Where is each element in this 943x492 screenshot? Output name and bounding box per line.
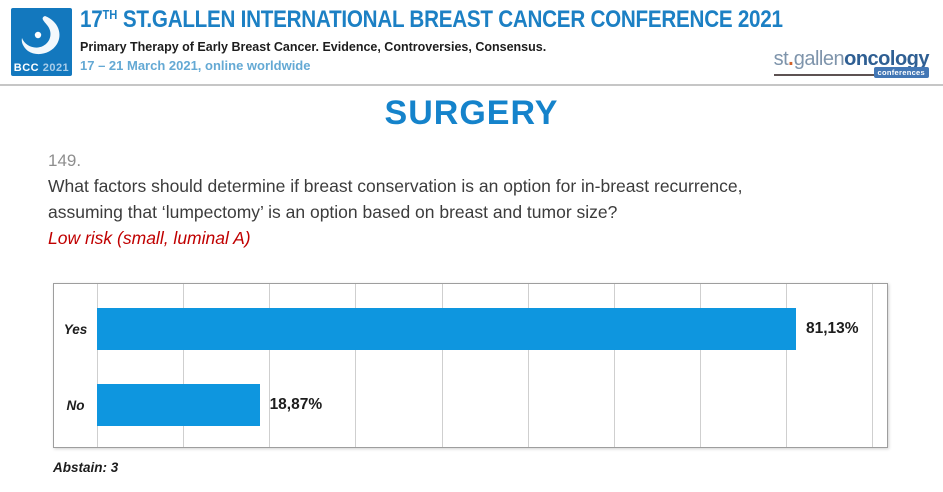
gridline <box>786 284 788 447</box>
conference-title-ordinal: TH <box>102 7 118 22</box>
conference-dates: 17 – 21 March 2021, online worldwide <box>80 58 311 73</box>
gridline <box>355 284 357 447</box>
chart-grid-layer <box>97 284 881 447</box>
org-logo-st: st <box>773 48 789 70</box>
bar-track: 18,87% <box>97 384 881 426</box>
chart-row: No 18,87% <box>54 384 881 426</box>
gridline <box>183 284 185 447</box>
gridline <box>527 284 529 447</box>
bcc-logo-text: BCC 2021 <box>11 62 72 74</box>
bar <box>97 384 260 426</box>
question-number: 149. <box>48 151 82 170</box>
value-label: 18,87% <box>269 396 323 413</box>
gridline <box>872 284 874 447</box>
value-label: 81,13% <box>805 320 859 337</box>
conference-subtitle: Primary Therapy of Early Breast Cancer. … <box>80 40 547 54</box>
org-logo-gallen: gallen <box>793 48 845 70</box>
chart-row: Yes 81,13% <box>54 308 881 350</box>
bcc-label: BCC <box>13 62 40 74</box>
swan-drop-icon <box>21 16 60 55</box>
header-divider <box>0 84 943 86</box>
gridline <box>97 284 98 447</box>
org-logo-oncology: oncology <box>844 48 929 70</box>
stgallen-oncology-logo: st.gallenoncology conferences <box>773 48 929 78</box>
abstain-note: Abstain: 3 <box>53 460 119 475</box>
section-title: SURGERY <box>384 94 559 132</box>
gridline <box>613 284 615 447</box>
conference-title-number: 17 <box>80 6 103 33</box>
category-label: No <box>66 397 85 413</box>
question-qualifier: Low risk (small, luminal A) <box>48 228 251 248</box>
question-text: What factors should determine if breast … <box>48 176 743 222</box>
gridline <box>269 284 271 447</box>
bcc-2021-logo: BCC 2021 <box>11 8 72 76</box>
conference-title: 17TH ST.GALLEN INTERNATIONAL BREAST CANC… <box>80 6 783 34</box>
bcc-year: 2021 <box>42 62 70 74</box>
question-block: 149. What factors should determine if br… <box>48 149 808 251</box>
conference-title-text: ST.GALLEN INTERNATIONAL BREAST CANCER CO… <box>117 6 783 33</box>
gridline <box>441 284 443 447</box>
poll-results-chart: Yes 81,13% No 18,87% <box>53 283 888 448</box>
category-label: Yes <box>63 321 88 337</box>
gridline <box>700 284 702 447</box>
bar <box>97 308 796 350</box>
org-logo-dot: . <box>788 48 794 70</box>
conferences-badge: conferences <box>873 67 929 78</box>
bar-track: 81,13% <box>97 308 881 350</box>
